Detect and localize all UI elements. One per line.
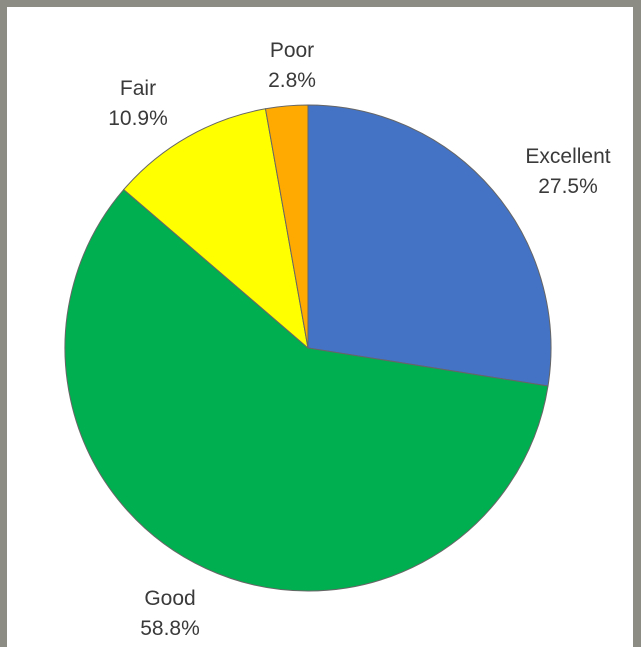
slice-value-fair: 10.9% [108, 107, 168, 130]
pie-labels: Excellent 27.5% Good 58.8% Fair 10.9% Poor 2.8% [108, 39, 611, 640]
pie-slices [64, 104, 552, 592]
pie-slice-poor [264, 104, 309, 349]
slice-label-fair: Fair [120, 77, 156, 100]
slice-value-good: 58.8% [140, 617, 200, 640]
slice-value-excellent: 27.5% [538, 175, 598, 198]
pie-slice-fair [123, 108, 309, 350]
pie-chart: Excellent 27.5% Good 58.8% Fair 10.9% Poor 2.8% [64, 39, 611, 640]
slice-label-good: Good [144, 587, 195, 610]
slice-label-excellent: Excellent [525, 145, 610, 168]
pie-slice-good [64, 188, 549, 592]
slice-label-poor: Poor [270, 39, 314, 62]
slice-value-poor: 2.8% [268, 69, 316, 92]
chart-area: Excellent 27.5% Good 58.8% Fair 10.9% Poor 2.8% [7, 7, 633, 647]
pie-slice-excellent [307, 104, 552, 387]
